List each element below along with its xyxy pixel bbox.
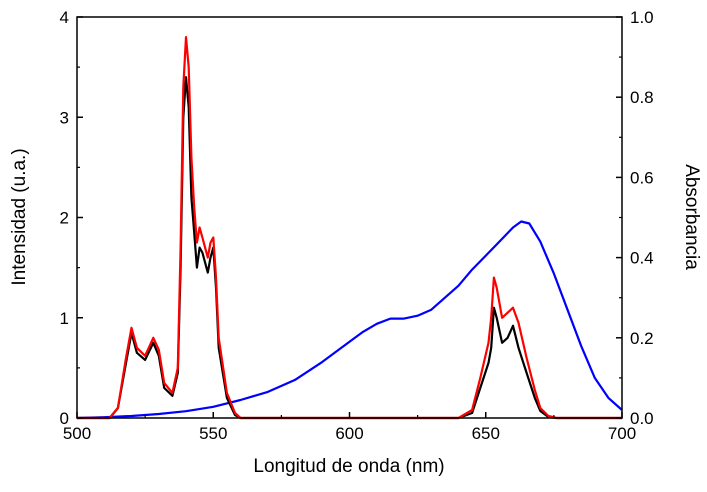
y-right-tick-label: 0.6 (630, 168, 654, 187)
y-right-tick-label: 0.8 (630, 88, 654, 107)
y-left-axis-ticks: 0 1 2 3 4 (60, 8, 83, 428)
series-line-2 (77, 76, 622, 420)
y-left-tick-label: 2 (60, 209, 69, 228)
y-right-tick-label: 1.0 (630, 8, 654, 27)
y-right-tick-label: 0.4 (630, 249, 654, 268)
series-line-1 (76, 220, 623, 420)
y-right-axis-ticks: 0.0 0.2 0.4 0.6 0.8 1.0 (616, 8, 654, 428)
x-tick-label: 650 (472, 424, 500, 443)
y-right-tick-label: 0.2 (630, 329, 654, 348)
y-left-axis-title: Intensidad (u.a.) (9, 148, 30, 285)
x-tick-label: 500 (63, 424, 91, 443)
x-tick-label: 700 (608, 424, 636, 443)
x-tick-label: 600 (335, 424, 363, 443)
y-left-tick-label: 0 (60, 409, 69, 428)
y-left-tick-label: 3 (60, 108, 69, 127)
y-left-tick-label: 1 (60, 309, 69, 328)
series-layer (76, 35, 623, 420)
x-axis-ticks: 500 550 600 650 700 (63, 412, 636, 443)
x-tick-label: 550 (199, 424, 227, 443)
x-axis-title: Longitud de onda (nm) (253, 456, 444, 477)
y-right-axis-title: Absorbancia (681, 164, 702, 270)
y-left-tick-label: 4 (60, 8, 69, 27)
series-line-3 (77, 35, 622, 420)
y-right-tick-label: 0.0 (630, 409, 654, 428)
